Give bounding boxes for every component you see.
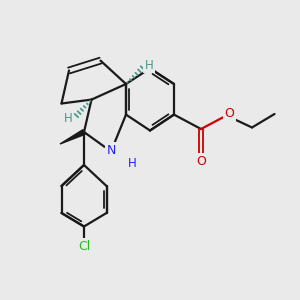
Text: H: H [145,58,154,72]
Text: H: H [64,112,73,125]
Text: N: N [106,144,116,157]
Text: O: O [196,155,206,168]
Text: H: H [128,157,137,170]
Polygon shape [60,130,85,144]
Text: Cl: Cl [78,239,90,253]
Text: O: O [225,106,234,120]
